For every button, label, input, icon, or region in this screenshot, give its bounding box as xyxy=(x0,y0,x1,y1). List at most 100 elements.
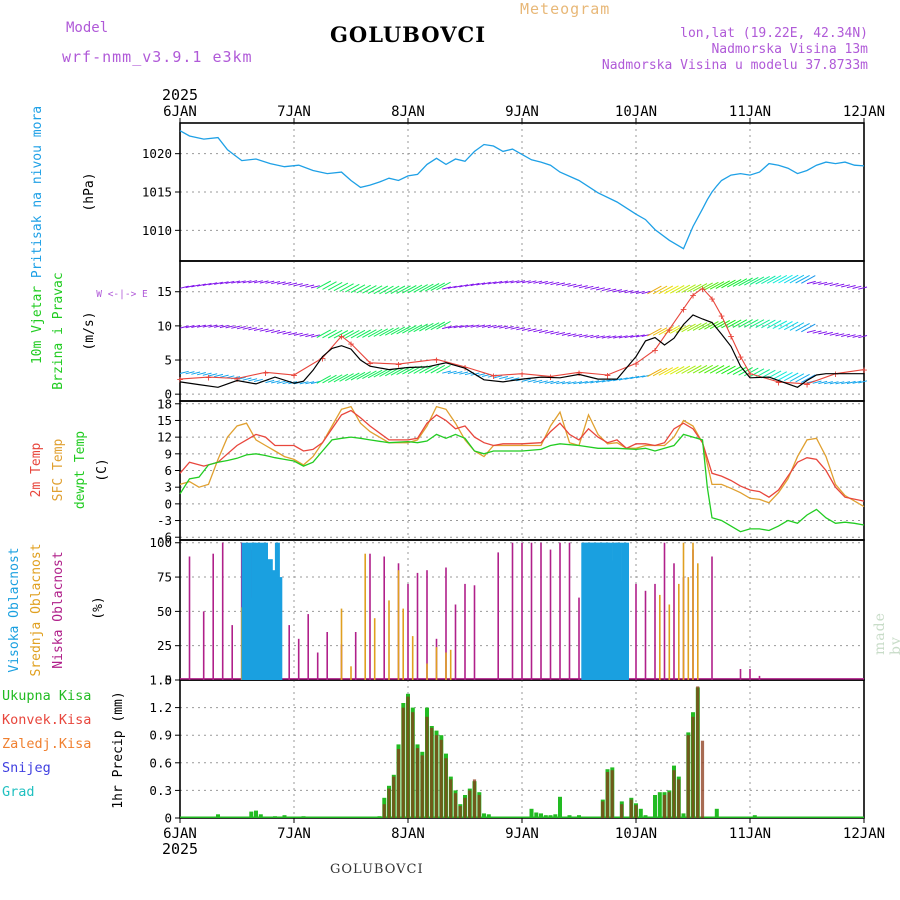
cloud-ytick-label: 75 xyxy=(157,570,172,585)
wind-barb xyxy=(738,277,753,287)
wind-barb xyxy=(829,282,839,287)
wind-barb xyxy=(613,378,623,382)
model-elevation-label: Nadmorska Visina u modelu 37.8733m xyxy=(601,58,868,73)
wind-barb xyxy=(487,324,497,329)
wind-barb xyxy=(841,381,851,385)
wind-barb xyxy=(185,371,195,375)
wind-barb xyxy=(578,380,588,385)
wind-barb xyxy=(231,280,241,284)
wind-barb xyxy=(687,365,702,374)
wind-barb xyxy=(818,380,828,385)
wind-barb xyxy=(732,319,748,328)
wind-barb xyxy=(806,329,816,333)
wind-barb xyxy=(846,380,856,385)
wind-barb xyxy=(595,335,605,339)
precip-total-bar xyxy=(714,808,719,818)
wind-barb xyxy=(766,320,782,329)
wind-barb xyxy=(584,285,594,289)
wind-barb xyxy=(470,324,480,328)
cloud-bar-niska xyxy=(416,572,419,680)
wind-barb xyxy=(601,335,611,339)
wind-barb xyxy=(464,324,474,328)
wind-barb xyxy=(510,377,520,381)
wind-barb xyxy=(327,374,343,383)
wind-barb xyxy=(561,283,571,287)
wind-barb xyxy=(487,281,497,285)
wind-barb xyxy=(789,274,805,284)
wind-barb xyxy=(618,377,628,381)
wind-ytick-label: 10 xyxy=(157,318,172,333)
wind-barb xyxy=(795,274,810,284)
cloud-bar-niska xyxy=(511,542,514,680)
temperature-ytick-label: 0 xyxy=(164,496,172,511)
precip-legend-ukupna-kisa: Ukupna Kisa xyxy=(2,688,91,704)
wind-barb xyxy=(299,283,309,287)
wind-barb xyxy=(464,283,474,287)
wind-barb xyxy=(419,283,434,293)
wind-gust-marker: + xyxy=(433,353,440,366)
wind-barb xyxy=(778,371,793,381)
wind-barb xyxy=(669,285,685,294)
precip-legend-zaledj-kisa: Zaledj.Kisa xyxy=(2,736,91,752)
wind-barb xyxy=(835,381,845,385)
wind-barb xyxy=(578,334,588,338)
wind-gust-marker: + xyxy=(519,368,526,381)
cloud-bar-niska xyxy=(473,585,476,680)
precip-total-bar xyxy=(249,811,254,818)
wind-barb xyxy=(248,378,258,382)
wind-barb xyxy=(772,371,788,380)
wind-barb xyxy=(265,280,275,284)
wind-barb xyxy=(259,328,269,332)
wind-barb xyxy=(516,327,526,331)
wind-barb xyxy=(459,284,469,288)
precip-total-bar xyxy=(567,815,572,818)
wind-barb xyxy=(356,284,371,294)
precip-total-bar xyxy=(482,813,486,818)
wind-barb xyxy=(493,280,503,285)
wind-barb xyxy=(721,365,736,375)
wind-barb xyxy=(236,376,246,380)
wind-barb xyxy=(350,329,366,339)
wind-barb xyxy=(516,280,526,284)
precip-total-bar xyxy=(216,814,220,818)
wind-barb xyxy=(652,327,668,336)
wind-barb xyxy=(271,281,281,285)
wind-ytick-label: 0 xyxy=(164,387,172,402)
wind-barb xyxy=(624,376,634,380)
wind-barb xyxy=(276,281,286,285)
wind-barb xyxy=(345,283,360,293)
wind-barb xyxy=(789,322,805,331)
top-day-label: 9JAN xyxy=(505,104,539,120)
mid-cloud-axis-title: Srednja Oblacnost xyxy=(29,543,44,676)
wind-barb xyxy=(624,335,634,339)
wind-barb xyxy=(419,322,434,332)
bottom-day-label: 10JAN xyxy=(615,826,657,842)
wind-barb xyxy=(738,367,753,376)
wind-barb xyxy=(624,290,634,294)
cloud-bar-niska xyxy=(654,583,656,680)
wind-barb xyxy=(721,319,736,329)
wind-barb xyxy=(339,373,354,382)
wind-gust-marker: + xyxy=(718,310,725,323)
cloud-bar-srednja xyxy=(364,553,366,680)
cloud-bar-niska xyxy=(673,563,675,680)
cloud-bar-niska xyxy=(407,583,409,680)
precip-total-bar xyxy=(539,813,543,818)
wind-barb xyxy=(356,371,371,380)
precip-total-bar xyxy=(282,815,287,818)
wind-barb xyxy=(322,374,337,384)
wind-barb xyxy=(761,319,776,329)
wind-barb xyxy=(538,380,548,384)
wind-barb xyxy=(681,365,696,374)
wind-barb xyxy=(459,324,469,328)
wind-barb xyxy=(704,364,719,374)
wind-barb xyxy=(362,329,377,338)
wind-barb xyxy=(823,331,833,336)
wind-gust-marker: + xyxy=(262,366,269,379)
wind-barb xyxy=(350,371,366,381)
wind-barb xyxy=(225,280,235,284)
cloud-bar-niska xyxy=(231,625,233,680)
wind-gust-marker: + xyxy=(709,293,716,306)
cloud-ytick-label: 0 xyxy=(164,673,172,688)
precip-convective-bar xyxy=(463,797,467,818)
